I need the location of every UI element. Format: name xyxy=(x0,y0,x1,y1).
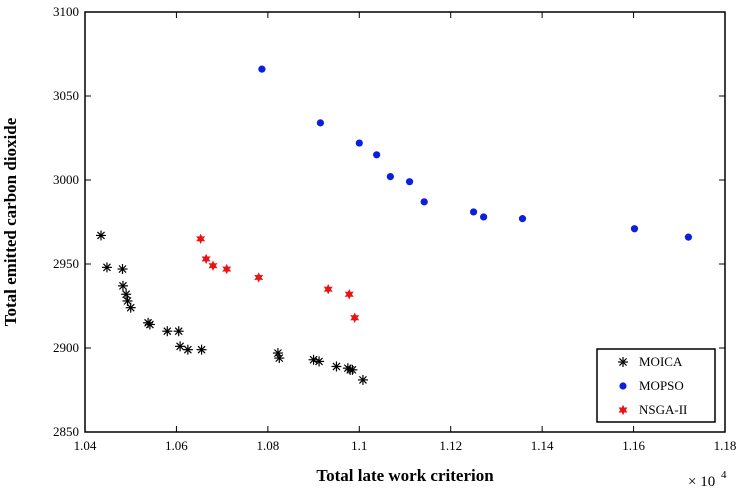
data-point xyxy=(386,173,394,181)
x-tick-label: 1.16 xyxy=(622,438,645,453)
series-nsga-ii xyxy=(196,233,360,323)
data-point xyxy=(258,65,266,73)
data-point xyxy=(182,344,193,355)
legend-label-mopso: MOPSO xyxy=(639,378,684,393)
x-tick-label: 1.04 xyxy=(74,438,97,453)
data-point xyxy=(173,326,184,337)
legend-marker-mopso xyxy=(619,382,627,390)
data-point xyxy=(331,361,342,372)
data-point xyxy=(117,264,128,275)
data-point xyxy=(373,151,381,159)
data-point xyxy=(518,215,527,223)
series-mopso xyxy=(258,65,693,241)
data-point xyxy=(175,341,186,352)
data-point xyxy=(405,178,414,186)
data-point xyxy=(162,326,173,337)
data-point xyxy=(357,374,368,385)
x-tick-label: 1.14 xyxy=(531,438,554,453)
data-point xyxy=(350,312,360,323)
legend-label-moica: MOICA xyxy=(639,354,683,369)
legend-box xyxy=(596,348,716,423)
data-point xyxy=(344,289,354,300)
x-tick-label: 1.08 xyxy=(256,438,279,453)
data-point xyxy=(316,119,325,127)
data-point xyxy=(125,302,136,313)
x-tick-label: 1.06 xyxy=(165,438,188,453)
data-point xyxy=(274,353,285,364)
y-tick-label: 3100 xyxy=(53,4,79,19)
legend-marker-nsga-ii xyxy=(618,404,628,416)
data-point xyxy=(222,263,232,275)
x-tick-label: 1.1 xyxy=(351,438,367,453)
data-points xyxy=(96,65,693,385)
data-point xyxy=(469,208,478,216)
data-point xyxy=(480,213,488,221)
data-point xyxy=(347,364,358,375)
y-tick-label: 2900 xyxy=(53,340,79,355)
x-tick-label: 1.18 xyxy=(714,438,737,453)
data-point xyxy=(254,272,264,283)
data-point xyxy=(272,348,283,359)
data-point xyxy=(196,233,206,244)
data-point xyxy=(208,260,218,271)
x-multiplier-exponent: 4 xyxy=(721,469,727,481)
x-axis-multiplier: × 10 4 xyxy=(688,469,727,489)
data-point xyxy=(684,233,693,241)
data-point xyxy=(314,356,325,367)
legend-marker-moica xyxy=(618,357,628,367)
x-tick-label: 1.12 xyxy=(439,438,462,453)
data-point xyxy=(201,253,211,265)
data-point xyxy=(355,139,363,147)
data-point xyxy=(196,344,207,355)
x-axis: 1.04 1.06 1.08 1.1 1.12 1.14 1.16 1.18 xyxy=(74,12,737,453)
data-point xyxy=(630,225,639,233)
data-point xyxy=(144,319,155,330)
data-point xyxy=(323,284,333,295)
x-multiplier-base: × 10 xyxy=(688,474,715,489)
y-tick-label: 2950 xyxy=(53,256,79,271)
series-moica xyxy=(96,230,368,385)
data-point xyxy=(117,280,128,291)
y-axis: 2850 2900 2950 3000 3050 3100 xyxy=(53,4,725,439)
legend: MOICA MOPSO NSGA-II xyxy=(596,348,716,423)
x-axis-title: Total late work criterion xyxy=(316,466,494,485)
y-axis-title: Total emitted carbon dioxide xyxy=(1,117,20,326)
y-tick-label: 3000 xyxy=(53,172,79,187)
y-tick-label: 2850 xyxy=(53,424,79,439)
plot-area-frame xyxy=(84,11,726,433)
y-tick-label: 3050 xyxy=(53,88,79,103)
legend-label-nsga-ii: NSGA-II xyxy=(639,402,687,417)
data-point xyxy=(96,230,106,241)
data-point xyxy=(420,198,428,206)
data-point xyxy=(101,262,112,273)
data-point xyxy=(121,289,132,300)
